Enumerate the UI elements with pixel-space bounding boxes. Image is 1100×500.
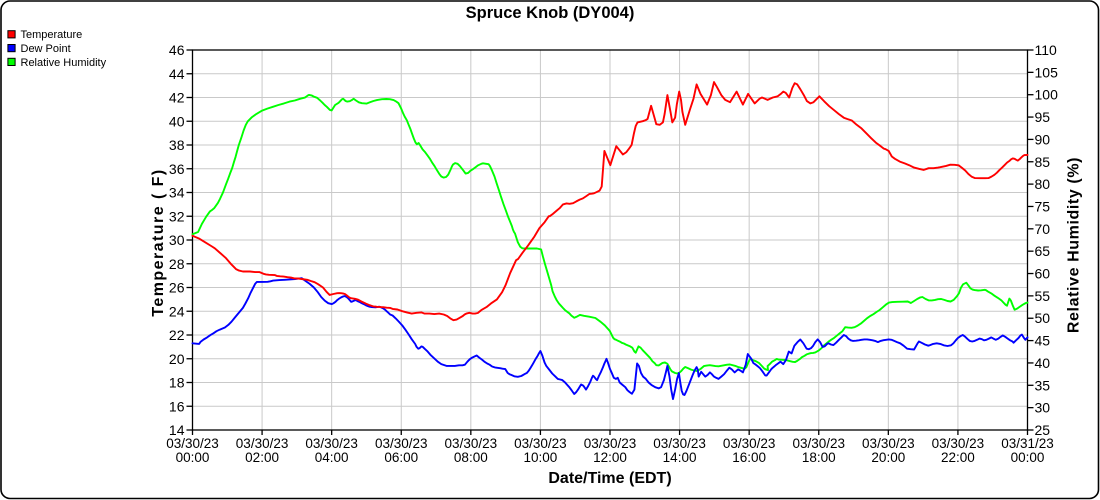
svg-text:12:00: 12:00 [593, 450, 627, 465]
svg-text:03/30/23: 03/30/23 [932, 436, 985, 451]
svg-text:Relative Humidity (%): Relative Humidity (%) [1066, 157, 1083, 333]
svg-text:90: 90 [1035, 131, 1051, 147]
svg-text:00:00: 00:00 [176, 450, 210, 465]
svg-text:06:00: 06:00 [384, 450, 418, 465]
svg-text:03/30/23: 03/30/23 [305, 436, 358, 451]
svg-text:16:00: 16:00 [732, 450, 766, 465]
svg-text:08:00: 08:00 [454, 450, 488, 465]
svg-text:25: 25 [1035, 422, 1051, 438]
svg-text:100: 100 [1035, 87, 1059, 103]
svg-text:30: 30 [169, 232, 185, 248]
svg-text:14:00: 14:00 [663, 450, 697, 465]
svg-text:Temperature ( F): Temperature ( F) [150, 168, 167, 316]
svg-text:42: 42 [169, 90, 185, 106]
svg-text:95: 95 [1035, 109, 1051, 125]
svg-text:03/30/23: 03/30/23 [792, 436, 845, 451]
svg-text:40: 40 [169, 113, 185, 129]
svg-text:45: 45 [1035, 333, 1051, 349]
svg-text:22: 22 [169, 327, 185, 343]
svg-text:60: 60 [1035, 266, 1051, 282]
svg-text:03/30/23: 03/30/23 [723, 436, 776, 451]
svg-text:34: 34 [169, 185, 185, 201]
svg-text:Spruce Knob (DY004): Spruce Knob (DY004) [466, 4, 635, 22]
svg-text:03/31/23: 03/31/23 [1001, 436, 1054, 451]
svg-text:20: 20 [169, 351, 185, 367]
svg-text:03/30/23: 03/30/23 [445, 436, 498, 451]
svg-text:24: 24 [169, 303, 185, 319]
svg-text:30: 30 [1035, 400, 1051, 416]
svg-text:28: 28 [169, 256, 185, 272]
svg-text:02:00: 02:00 [245, 450, 279, 465]
svg-text:32: 32 [169, 208, 185, 224]
svg-text:36: 36 [169, 161, 185, 177]
svg-text:03/30/23: 03/30/23 [584, 436, 637, 451]
svg-text:110: 110 [1035, 42, 1058, 58]
svg-text:46: 46 [169, 42, 185, 58]
svg-text:Dew Point: Dew Point [21, 43, 71, 55]
svg-text:44: 44 [169, 66, 185, 82]
svg-text:85: 85 [1035, 154, 1051, 170]
svg-text:26: 26 [169, 280, 185, 296]
svg-text:Relative Humidity: Relative Humidity [21, 57, 107, 69]
svg-text:105: 105 [1035, 64, 1059, 80]
svg-text:10:00: 10:00 [524, 450, 558, 465]
svg-text:50: 50 [1035, 310, 1051, 326]
svg-text:20:00: 20:00 [871, 450, 905, 465]
svg-text:75: 75 [1035, 198, 1051, 214]
svg-text:04:00: 04:00 [315, 450, 349, 465]
svg-text:03/30/23: 03/30/23 [166, 436, 219, 451]
svg-text:03/30/23: 03/30/23 [653, 436, 706, 451]
svg-text:55: 55 [1035, 288, 1051, 304]
svg-text:18: 18 [169, 375, 185, 391]
svg-text:22:00: 22:00 [941, 450, 975, 465]
svg-text:03/30/23: 03/30/23 [236, 436, 289, 451]
svg-text:Temperature: Temperature [21, 29, 83, 41]
svg-text:03/30/23: 03/30/23 [862, 436, 915, 451]
svg-text:35: 35 [1035, 377, 1051, 393]
svg-text:38: 38 [169, 137, 185, 153]
svg-text:18:00: 18:00 [802, 450, 836, 465]
svg-text:00:00: 00:00 [1011, 450, 1045, 465]
svg-text:70: 70 [1035, 221, 1051, 237]
svg-text:Date/Time (EDT): Date/Time (EDT) [548, 470, 671, 487]
svg-text:65: 65 [1035, 243, 1051, 259]
svg-text:14: 14 [169, 422, 185, 438]
svg-text:40: 40 [1035, 355, 1051, 371]
svg-text:03/30/23: 03/30/23 [375, 436, 428, 451]
svg-text:80: 80 [1035, 176, 1051, 192]
svg-text:16: 16 [169, 398, 185, 414]
svg-text:03/30/23: 03/30/23 [514, 436, 567, 451]
